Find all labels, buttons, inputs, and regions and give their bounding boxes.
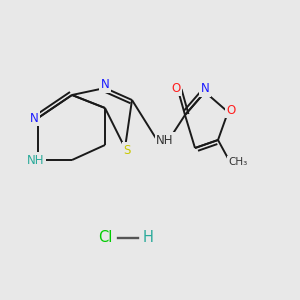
Text: N: N: [100, 79, 109, 92]
Text: CH₃: CH₃: [228, 157, 248, 167]
Text: N: N: [30, 112, 38, 124]
Text: H: H: [142, 230, 153, 245]
Text: N: N: [201, 82, 209, 95]
Text: O: O: [226, 103, 236, 116]
Text: Cl: Cl: [98, 230, 112, 245]
Text: S: S: [123, 143, 131, 157]
Text: O: O: [171, 82, 181, 94]
Text: NH: NH: [156, 134, 174, 146]
Text: NH: NH: [27, 154, 45, 166]
